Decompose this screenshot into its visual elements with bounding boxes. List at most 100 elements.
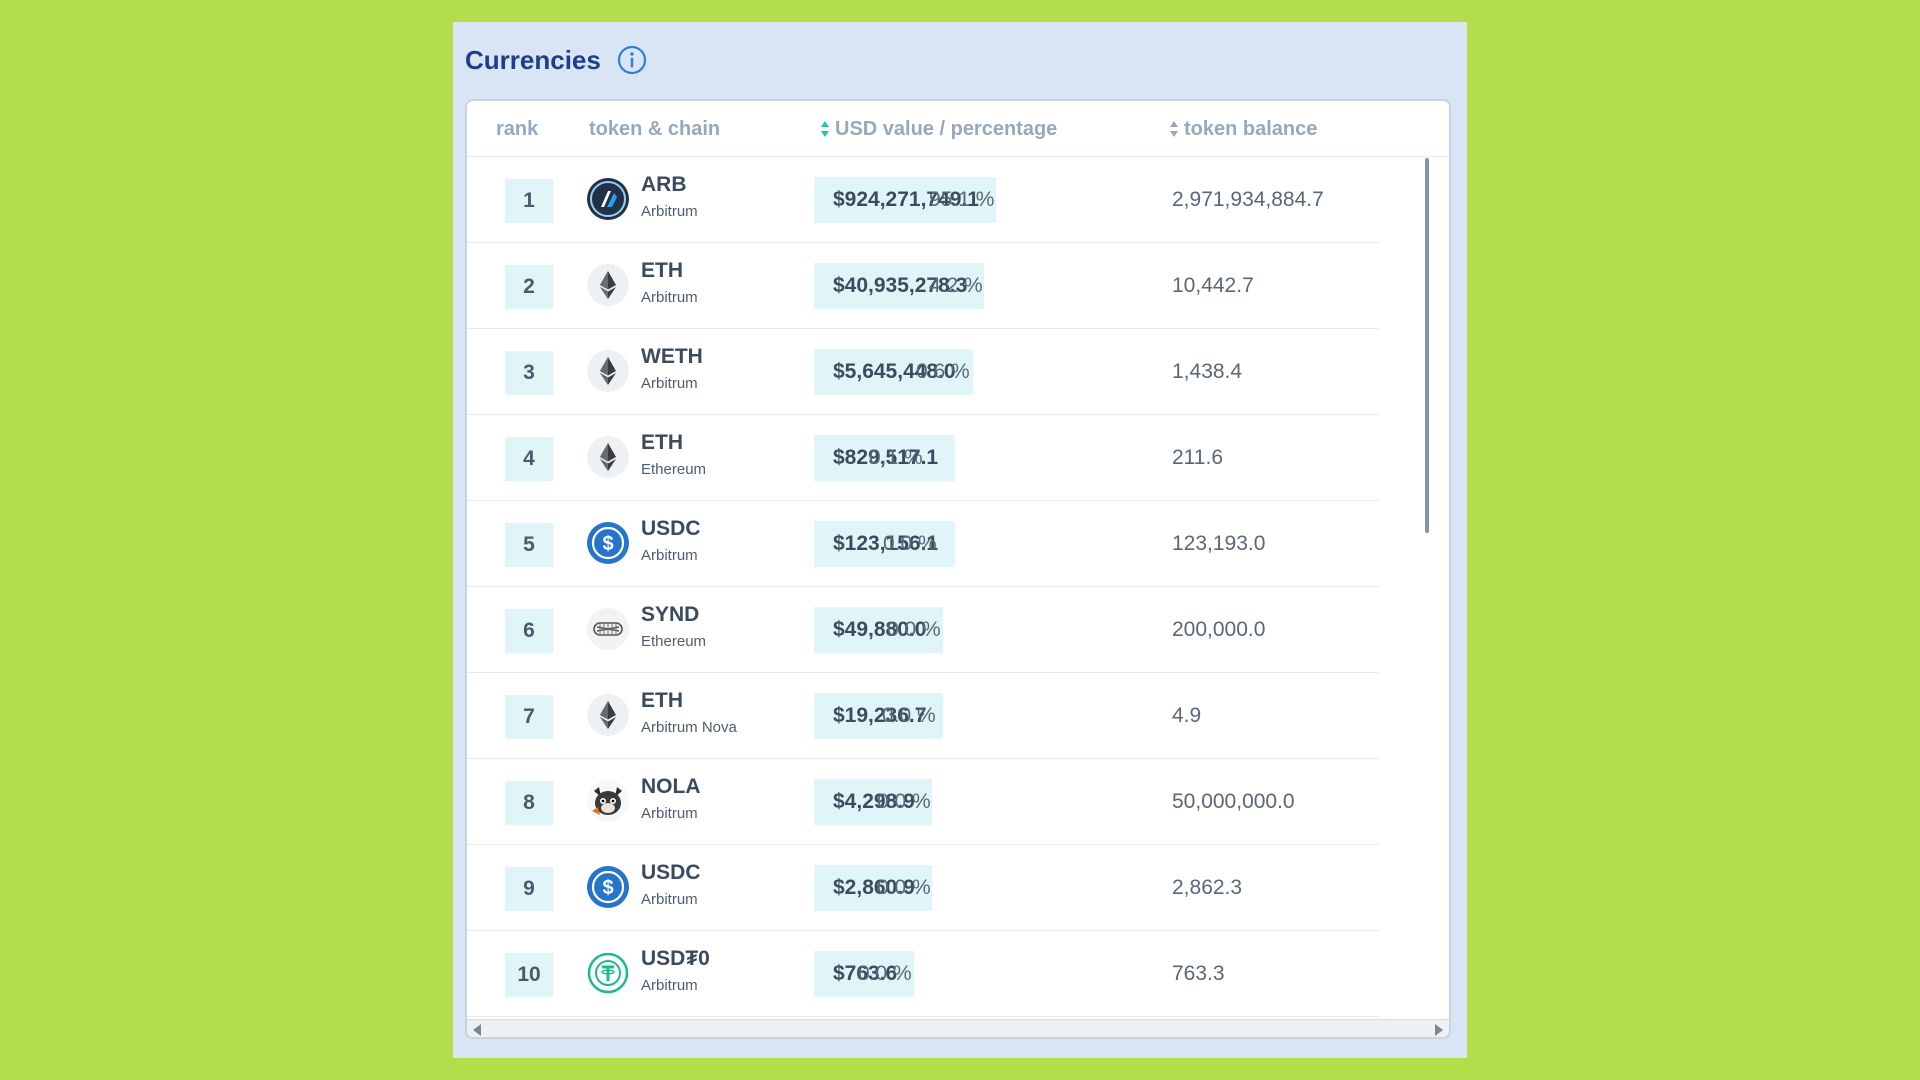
usd-value: $2,860.9: [814, 865, 932, 911]
table-row[interactable]: 7 ETH Arbitrum Nova $19,236.7 0.0 % 4.9: [467, 673, 1379, 759]
usd-value: $763.6: [814, 951, 915, 997]
usdt0-icon: [586, 951, 630, 995]
usd-percentage: 0.6 %: [916, 360, 970, 383]
usd-percentage: 0.0 %: [883, 532, 937, 555]
token-symbol[interactable]: USD₮0: [641, 947, 710, 970]
usd-percentage: 95.1 %: [929, 188, 995, 211]
usd-value: $4,298.9: [814, 779, 932, 825]
rank-badge: 10: [505, 953, 553, 997]
eth-icon: [586, 349, 630, 393]
token-chain: Arbitrum: [641, 805, 698, 822]
header-rank: rank: [496, 117, 539, 140]
usdc-icon: $: [586, 865, 630, 909]
table-header: rank token & chain USD value / percentag…: [467, 101, 1449, 157]
table-row[interactable]: 2 ETH Arbitrum $40,935,278.3 4.2 % 10,442.7: [467, 243, 1379, 329]
table-row[interactable]: 8 NOLA Arbitrum $4,298.9 0.0 % 50,000,000.0: [467, 759, 1379, 845]
token-balance: 200,000.0: [1172, 618, 1266, 641]
token-chain: Arbitrum: [641, 547, 698, 564]
info-circle-icon[interactable]: [617, 45, 647, 75]
table-row[interactable]: 1 ARB Arbitrum $924,271,749.1 95.1 % 2,971,93…: [467, 157, 1379, 243]
token-symbol[interactable]: ETH: [641, 259, 683, 282]
token-symbol[interactable]: SYND: [641, 603, 700, 626]
eth-icon: [586, 693, 630, 737]
token-chain: Arbitrum: [641, 375, 698, 392]
rank-badge: 8: [505, 781, 553, 825]
token-balance: 763.3: [1172, 962, 1225, 985]
token-balance: 10,442.7: [1172, 274, 1254, 297]
table-row[interactable]: 9 $ USDC Arbitrum $2,860.9 0.0 % 2,862.3: [467, 845, 1379, 931]
usd-percentage: 4.2 %: [929, 274, 983, 297]
svg-text:$: $: [602, 533, 613, 555]
rank-badge: 1: [505, 179, 553, 223]
panel-title: Currencies: [465, 44, 601, 75]
usd-percentage: 0.0 %: [877, 876, 931, 899]
usd-percentage: 0.0 %: [858, 962, 912, 985]
scroll-left-arrow-icon[interactable]: [473, 1024, 481, 1036]
token-symbol[interactable]: WETH: [641, 345, 703, 368]
token-balance: 2,971,934,884.7: [1172, 188, 1324, 211]
token-balance: 50,000,000.0: [1172, 790, 1295, 813]
arb-icon: [586, 177, 630, 221]
table-row[interactable]: 3 WETH Arbitrum $5,645,448.0 0.6 % 1,438.4: [467, 329, 1379, 415]
token-symbol[interactable]: ETH: [641, 689, 683, 712]
usd-value: $123,156.1: [814, 521, 956, 567]
table-row[interactable]: 10 USD₮0 Arbitrum $763.6 0.0 % 763.3: [467, 931, 1379, 1017]
usd-percentage: 0.0 %: [887, 618, 941, 641]
rank-badge: 6: [505, 609, 553, 653]
table-row[interactable]: 6 SYND Ethereum $49,880.0 0.0 % 200,000.0: [467, 587, 1379, 673]
currencies-table: rank token & chain USD value / percentag…: [465, 99, 1451, 1039]
panel-header: Currencies: [465, 40, 647, 80]
usd-value: $924,271,749.1: [814, 177, 996, 223]
nola-icon: [586, 779, 630, 823]
usd-value: $5,645,448.0: [814, 349, 973, 395]
usd-value: $40,935,278.3: [814, 263, 985, 309]
rank-badge: 7: [505, 695, 553, 739]
token-symbol[interactable]: ARB: [641, 173, 687, 196]
vertical-scrollbar-thumb[interactable]: [1425, 158, 1429, 533]
token-chain: Arbitrum: [641, 289, 698, 306]
header-token-balance[interactable]: token balance: [1168, 101, 1317, 157]
eth-icon: [586, 435, 630, 479]
token-symbol[interactable]: USDC: [641, 517, 701, 540]
rank-badge: 2: [505, 265, 553, 309]
token-balance: 211.6: [1172, 446, 1223, 469]
token-chain: Ethereum: [641, 461, 707, 478]
rank-badge: 4: [505, 437, 553, 481]
rank-badge: 3: [505, 351, 553, 395]
token-chain: Arbitrum Nova: [641, 719, 737, 736]
token-balance: 1,438.4: [1172, 360, 1243, 383]
synd-icon: [586, 607, 630, 651]
table-row[interactable]: 5 $ USDC Arbitrum $123,156.1 0.0 % 123,193.0: [467, 501, 1379, 587]
token-balance: 2,862.3: [1172, 876, 1243, 899]
token-balance: 123,193.0: [1172, 532, 1266, 555]
rank-badge: 5: [505, 523, 553, 567]
usd-percentage: 0.1 %: [869, 446, 923, 469]
table-body: 1 ARB Arbitrum $924,271,749.1 95.1 % 2,971,93…: [467, 157, 1379, 1017]
token-symbol[interactable]: USDC: [641, 861, 701, 884]
token-symbol[interactable]: ETH: [641, 431, 683, 454]
token-chain: Arbitrum: [641, 203, 698, 220]
horizontal-scrollbar[interactable]: [467, 1019, 1449, 1037]
table-row[interactable]: 4 ETH Ethereum $829,517.1 0.1 % 211.6: [467, 415, 1379, 501]
rank-badge: 9: [505, 867, 553, 911]
usd-value: $829,517.1: [814, 435, 956, 481]
currencies-panel: Currencies rank token & chain USD value …: [453, 22, 1467, 1058]
vertical-scrollbar-track[interactable]: [1420, 157, 1434, 1021]
usdc-icon: $: [586, 521, 630, 565]
token-chain: Arbitrum: [641, 891, 698, 908]
usd-value: $19,236.7: [814, 693, 944, 739]
sort-icon[interactable]: [819, 119, 831, 139]
svg-text:$: $: [602, 877, 613, 899]
usd-value: $49,880.0: [814, 607, 944, 653]
header-usd-value[interactable]: USD value / percentage: [819, 101, 1057, 157]
token-balance: 4.9: [1172, 704, 1202, 727]
usd-percentage: 0.0 %: [877, 790, 931, 813]
eth-icon: [586, 263, 630, 307]
token-symbol[interactable]: NOLA: [641, 775, 701, 798]
sort-icon[interactable]: [1168, 119, 1180, 139]
header-token-chain: token & chain: [589, 117, 721, 140]
token-chain: Arbitrum: [641, 977, 698, 994]
scroll-right-arrow-icon[interactable]: [1435, 1024, 1443, 1036]
token-chain: Ethereum: [641, 633, 707, 650]
usd-percentage: 0.0 %: [882, 704, 936, 727]
